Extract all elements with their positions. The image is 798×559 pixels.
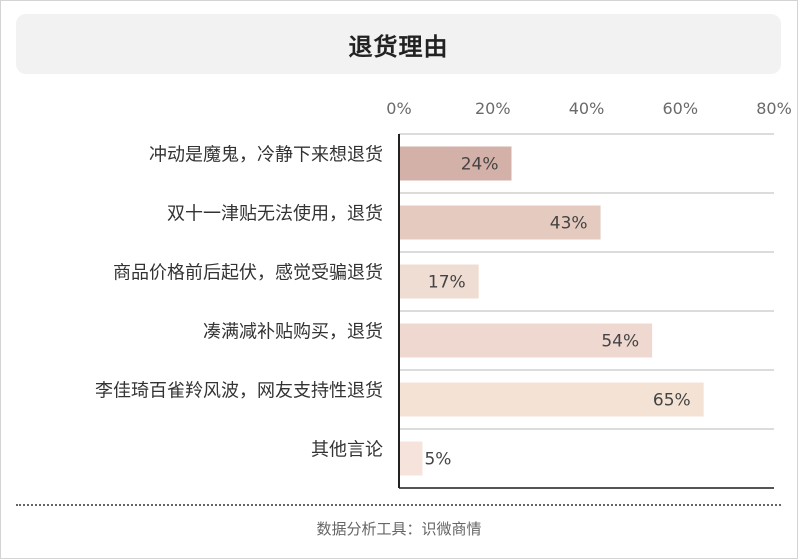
bar-layer: [399, 146, 704, 476]
bar: [399, 323, 653, 358]
category-label: 双十一津贴无法使用，退货: [167, 204, 383, 225]
data-label: 5%: [424, 450, 451, 470]
bar: [399, 264, 479, 299]
x-tick-label: 40%: [569, 99, 605, 118]
bar: [399, 146, 512, 181]
category-label: 其他言论: [311, 440, 383, 461]
category-label: 李佳琦百雀羚风波，网友支持性退货: [95, 381, 383, 402]
data-label: 65%: [653, 391, 691, 411]
x-tick-label: 80%: [756, 99, 792, 118]
data-label: 24%: [461, 155, 499, 175]
x-tick-label: 20%: [475, 99, 511, 118]
data-label: 17%: [428, 273, 466, 293]
category-label: 凑满减补贴购买，退货: [203, 322, 383, 343]
x-tick-label: 60%: [662, 99, 698, 118]
title-bar: 退货理由: [16, 14, 781, 74]
category-label: 商品价格前后起伏，感觉受骗退货: [113, 263, 383, 284]
data-label-layer: 24% 43% 17% 54% 65% 5%: [424, 155, 690, 470]
bar: [399, 205, 601, 240]
category-label-layer: 冲动是魔鬼，冷静下来想退货双十一津贴无法使用，退货商品价格前后起伏，感觉受骗退货…: [95, 145, 383, 461]
bar: [399, 382, 704, 417]
grid-layer: [399, 133, 774, 489]
x-tick-label: 0%: [386, 99, 411, 118]
footer-separator: [16, 504, 781, 506]
category-label: 冲动是魔鬼，冷静下来想退货: [149, 145, 383, 166]
data-label: 43%: [550, 214, 588, 234]
x-tick-layer: 0% 20% 40% 60% 80%: [386, 99, 791, 118]
chart-title: 退货理由: [348, 32, 449, 61]
data-label: 54%: [601, 332, 639, 352]
bar: [399, 441, 423, 476]
source-note: 数据分析工具：识微商情: [316, 520, 482, 538]
